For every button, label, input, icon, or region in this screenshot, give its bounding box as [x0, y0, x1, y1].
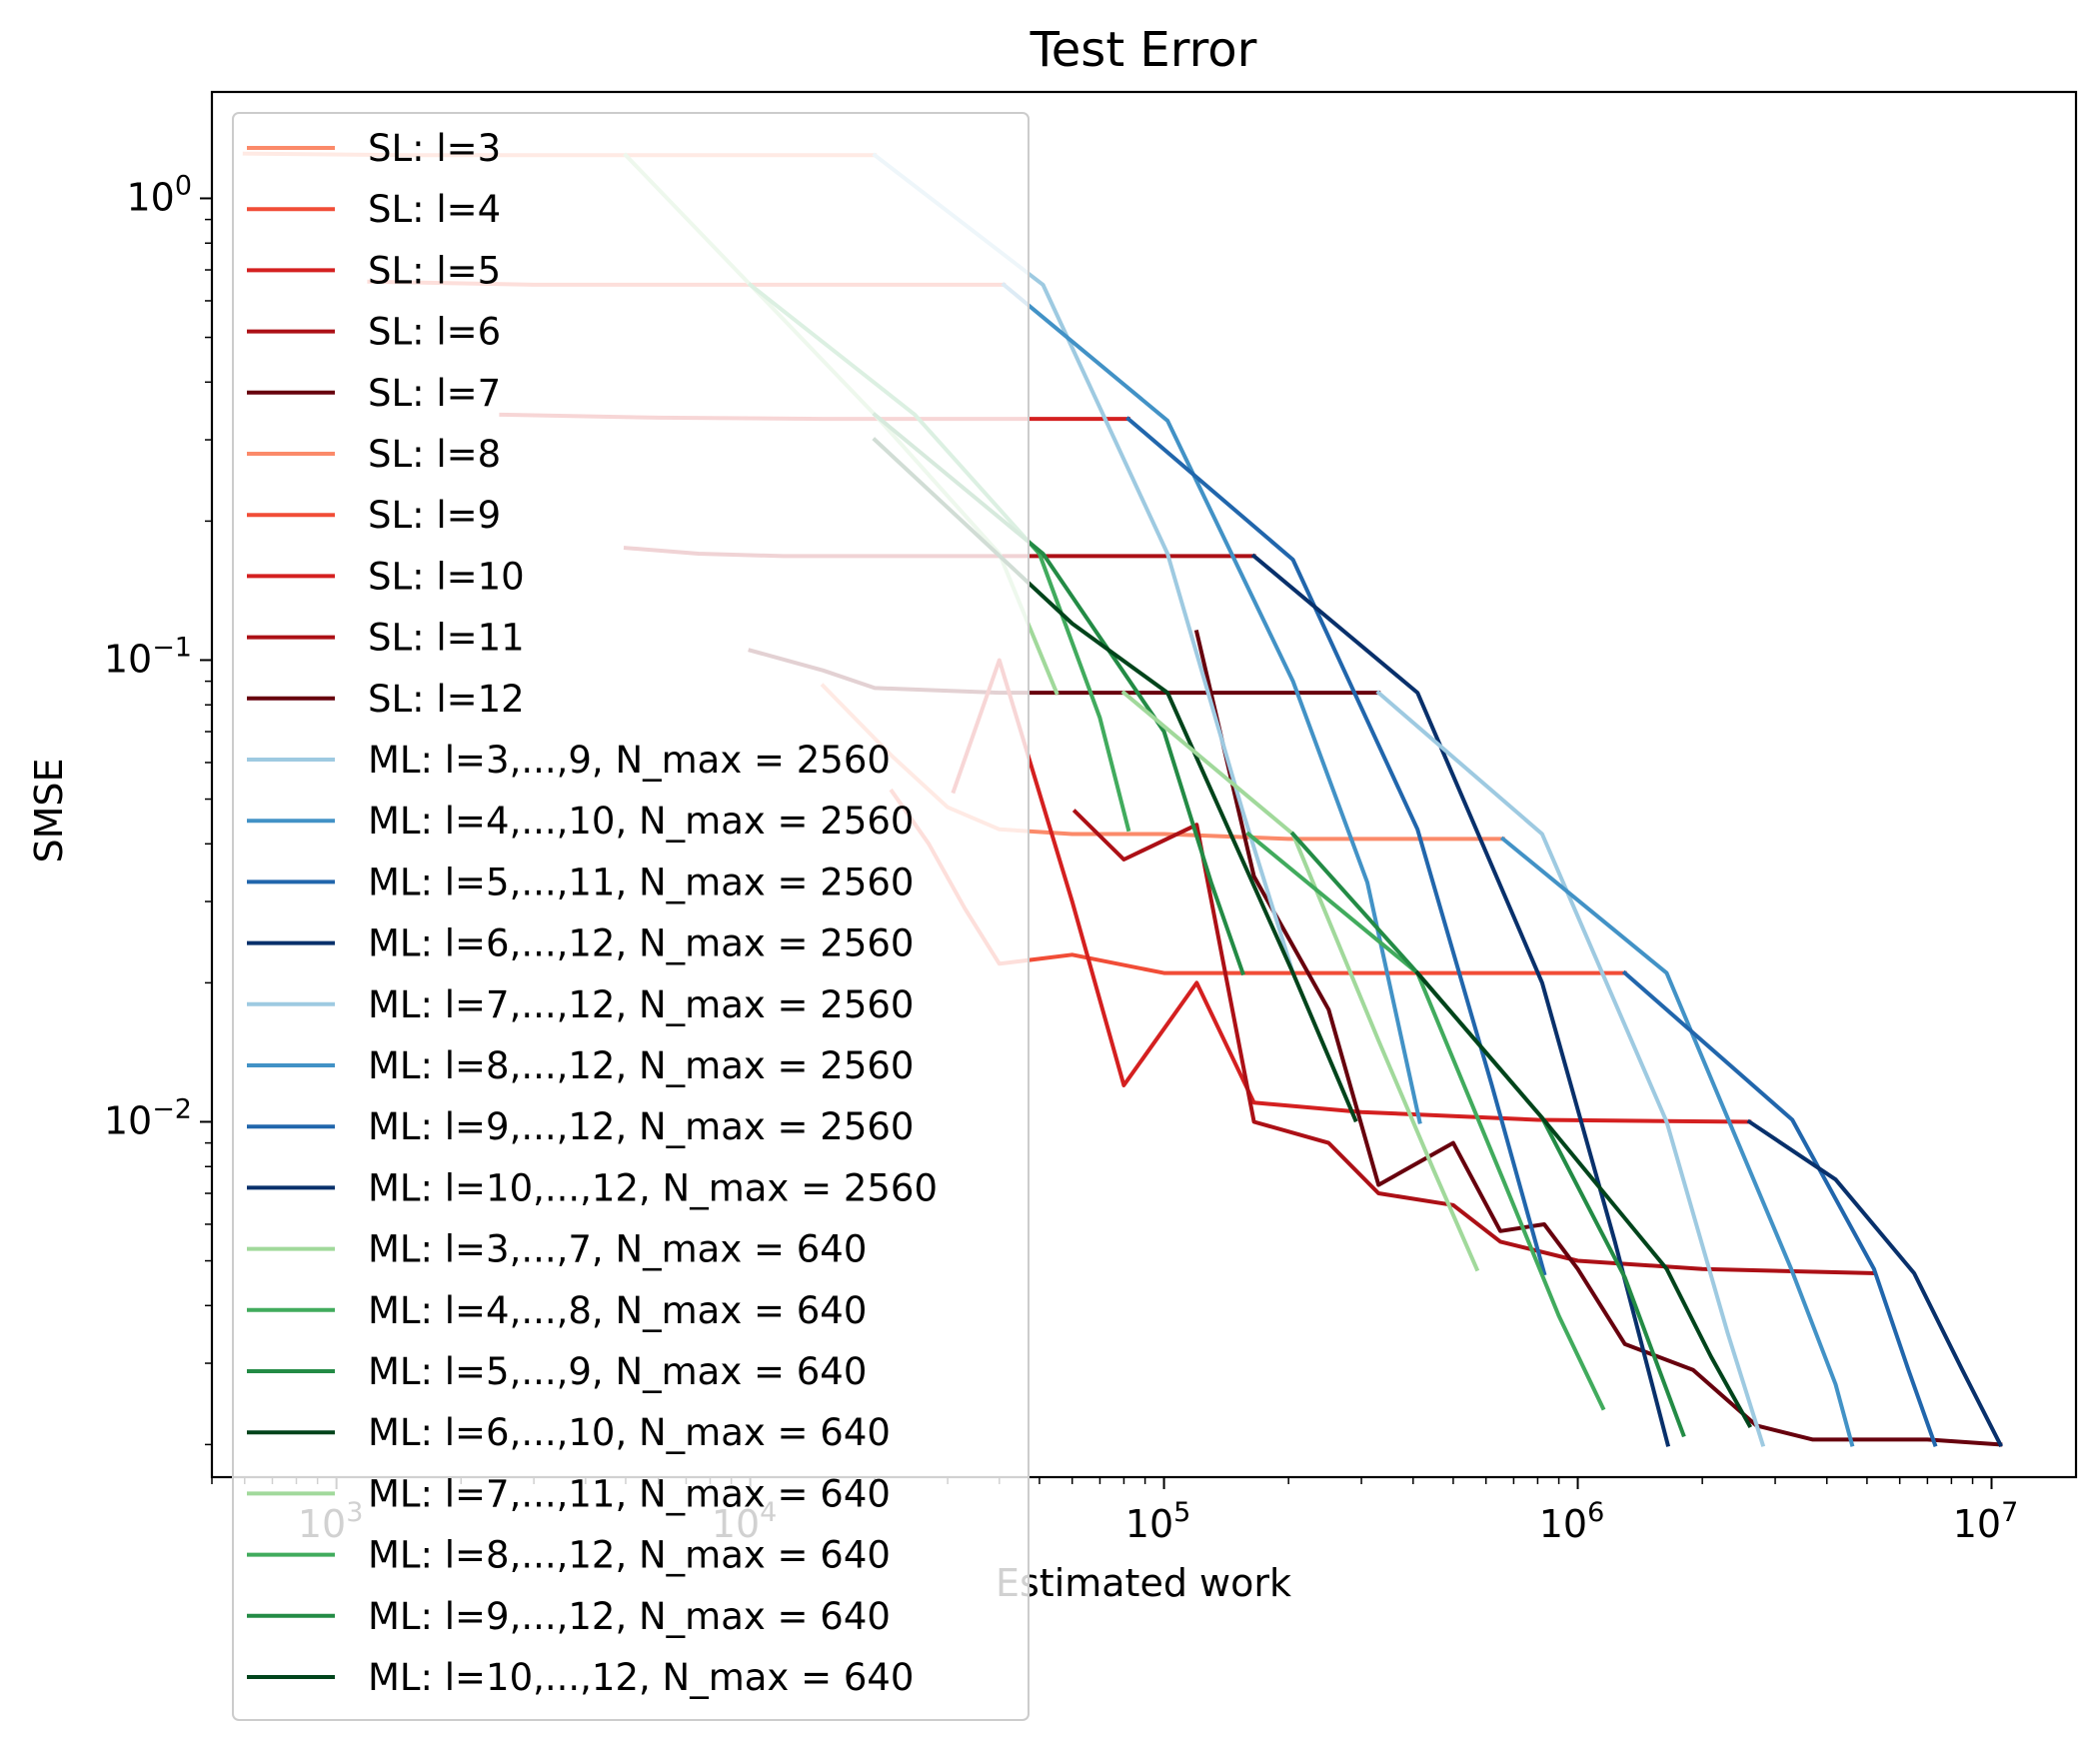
legend-label-12: ML: l=4,...,10, N_max = 2560	[368, 800, 914, 843]
legend-label-5: SL: l=7	[368, 372, 501, 415]
legend-label-14: ML: l=6,...,12, N_max = 2560	[368, 922, 914, 965]
legend-label-16: ML: l=8,...,12, N_max = 2560	[368, 1044, 914, 1087]
legend-label-25: ML: l=9,...,12, N_max = 640	[368, 1595, 891, 1638]
x-axis-label: Estimated work	[996, 1561, 1291, 1605]
y-tick-label-2: 10−1	[104, 632, 192, 681]
x-tick-label-5: 107	[1953, 1497, 2019, 1546]
axes-frame	[210, 90, 2078, 1479]
series-line-12	[1001, 282, 1422, 1124]
legend-label-2: SL: l=4	[368, 188, 501, 231]
legend-label-8: SL: l=10	[368, 555, 525, 598]
legend-label-3: SL: l=5	[368, 249, 501, 292]
legend: SL: l=3 SL: l=4 SL: l=5 SL: l=6 SL: l=7 SL: l…	[232, 112, 1030, 1721]
legend-label-1: SL: l=3	[368, 127, 501, 170]
legend-label-26: ML: l=10,...,12, N_max = 640	[368, 1656, 914, 1699]
legend-label-11: ML: l=3,...,9, N_max = 2560	[368, 739, 891, 782]
series-line-23	[1120, 690, 1480, 1272]
legend-label-24: ML: l=8,...,12, N_max = 640	[368, 1534, 891, 1577]
series-line-15	[1375, 690, 1766, 1447]
series-line-13	[1125, 416, 1547, 1276]
y-tick-label-1: 100	[126, 170, 192, 219]
legend-label-4: SL: l=6	[368, 311, 501, 354]
chart-title: Test Error	[1030, 22, 1257, 78]
legend-label-13: ML: l=5,...,11, N_max = 2560	[368, 861, 914, 903]
legend-label-22: ML: l=6,...,10, N_max = 640	[368, 1411, 891, 1454]
legend-label-15: ML: l=7,...,12, N_max = 2560	[368, 983, 914, 1026]
legend-label-21: ML: l=5,...,9, N_max = 640	[368, 1350, 867, 1393]
y-axis-label: SMSE	[27, 758, 71, 863]
legend-label-20: ML: l=4,...,8, N_max = 640	[368, 1289, 867, 1332]
y-tick-label-3: 10−2	[104, 1093, 192, 1142]
x-tick-label-4: 106	[1539, 1497, 1605, 1546]
legend-label-9: SL: l=11	[368, 617, 525, 660]
series-line-16	[1499, 836, 1855, 1447]
series-line-18	[1746, 1118, 2003, 1448]
legend-label-10: SL: l=12	[368, 678, 525, 721]
legend-label-18: ML: l=10,...,12, N_max = 2560	[368, 1166, 938, 1209]
series-line-24	[1245, 831, 1606, 1411]
legend-label-7: SL: l=9	[368, 494, 501, 537]
legend-label-17: ML: l=9,...,12, N_max = 2560	[368, 1105, 914, 1148]
series-line-17	[1621, 969, 1938, 1447]
series-line-26	[1414, 969, 1753, 1429]
legend-box	[232, 112, 1030, 1721]
y-axis-ticks: 100 10−1 10−2	[104, 170, 212, 1446]
x-tick-label-3: 105	[1125, 1497, 1191, 1546]
legend-label-19: ML: l=3,...,7, N_max = 640	[368, 1228, 867, 1271]
legend-label-23: ML: l=7,...,11, N_max = 640	[368, 1472, 891, 1515]
series-line-14	[1250, 553, 1671, 1447]
legend-label-6: SL: l=8	[368, 433, 501, 476]
series-line-10	[1193, 629, 2003, 1447]
